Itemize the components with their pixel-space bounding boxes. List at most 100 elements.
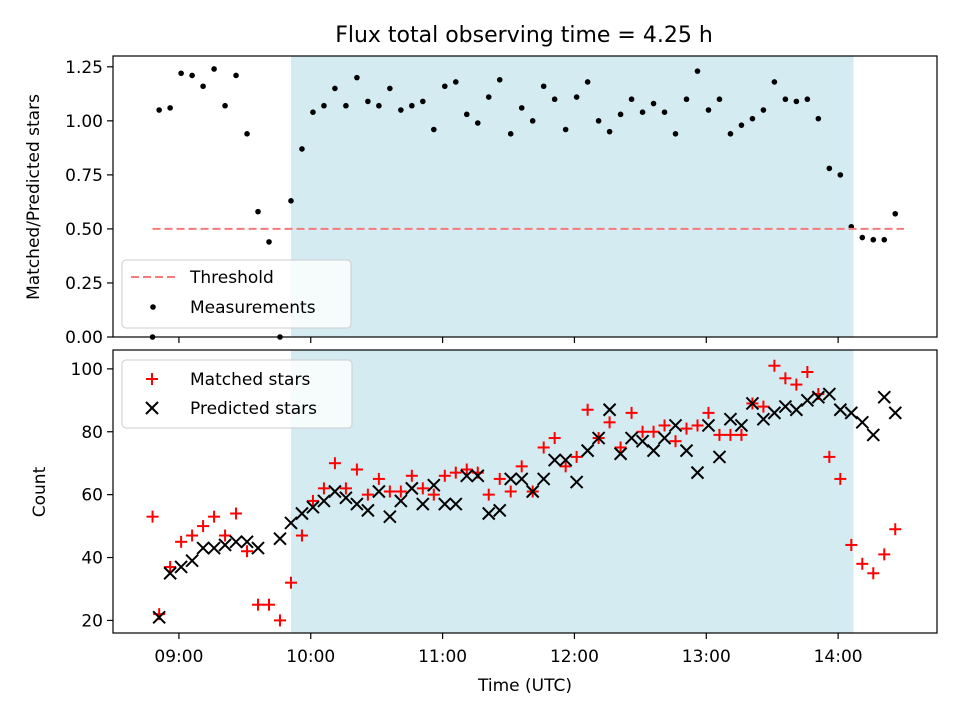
- count-shaded-span: [290, 350, 854, 633]
- measurement-point: [837, 172, 844, 178]
- measurement-point: [826, 165, 833, 172]
- predicted-stars-point: [350, 497, 364, 511]
- matched-stars-point: [724, 428, 737, 441]
- matched-stars-point: [735, 428, 748, 441]
- matched-stars-point: [252, 598, 265, 611]
- matched-stars-point: [636, 425, 649, 438]
- measurement-point: [804, 96, 811, 103]
- matched-stars-point: [339, 482, 352, 495]
- predicted-stars-point: [778, 399, 793, 414]
- predicted-stars-point: [493, 503, 507, 518]
- measurement-point: [387, 85, 393, 92]
- matched-stars-point: [175, 535, 188, 548]
- matched-stars-point: [845, 538, 858, 551]
- predicted-stars-point: [273, 531, 287, 546]
- predicted-stars-point: [712, 450, 727, 464]
- matched-stars-point: [186, 529, 199, 542]
- matched-stars-point: [219, 529, 232, 542]
- measurement-point: [683, 96, 690, 103]
- predicted-stars-point: [295, 506, 309, 521]
- measurement-point: [321, 102, 327, 109]
- matched-stars-point: [306, 494, 319, 507]
- count-y-axis-label: Count: [30, 466, 50, 517]
- predicted-stars-point: [635, 434, 650, 448]
- matched-legend-label: Matched stars: [190, 370, 310, 390]
- measurement-point: [474, 120, 481, 126]
- matched-stars-point: [164, 560, 177, 573]
- matched-stars-point: [768, 359, 781, 372]
- measurement-point: [398, 107, 404, 113]
- predicted-stars-point: [449, 497, 463, 511]
- measurement-point: [431, 126, 437, 133]
- predicted-stars-point: [361, 503, 375, 518]
- ratio-shaded-span: [290, 56, 854, 337]
- predicted-stars-point: [690, 465, 705, 480]
- predicted-stars-point: [339, 491, 353, 505]
- predicted-stars-point: [251, 541, 265, 555]
- matched-legend-swatch: [146, 373, 158, 385]
- predicted-stars-point: [383, 509, 397, 524]
- matched-stars-point: [372, 472, 385, 485]
- count-x-axis-label: Time (UTC): [477, 676, 572, 696]
- measurement-point: [815, 115, 822, 122]
- measurement-point: [376, 102, 382, 109]
- x-tick-label: 10:00: [286, 647, 335, 667]
- measurement-point: [200, 83, 206, 90]
- predicted-stars-point: [514, 472, 529, 486]
- predicted-stars-point: [317, 494, 331, 508]
- predicted-stars-point: [207, 541, 221, 555]
- predicted-stars-point: [745, 396, 760, 411]
- measurement-point: [507, 131, 514, 137]
- matched-stars-point: [273, 614, 286, 627]
- measurements-legend-label: Measurements: [190, 298, 316, 318]
- predicted-stars-point: [416, 497, 430, 511]
- matched-stars-point: [438, 469, 451, 482]
- predicted-stars-point: [591, 431, 606, 445]
- predicted-stars-point: [701, 418, 716, 433]
- measurement-point: [343, 102, 349, 109]
- matched-stars-point: [493, 472, 506, 485]
- matched-stars-point: [867, 567, 880, 580]
- predicted-stars-point: [866, 428, 880, 442]
- matched-stars-point: [680, 422, 693, 435]
- count-panel: 20 40 60 80 100 09:00 10:00 11:00 12:00 13:00 14:0…: [30, 349, 938, 696]
- x-tick-label: 11:00: [418, 647, 467, 667]
- measurement-point: [870, 236, 877, 243]
- measurement-point: [485, 94, 492, 100]
- predicted-stars-point: [174, 560, 188, 574]
- matched-stars-point: [449, 466, 462, 479]
- matched-stars-point: [614, 441, 627, 454]
- measurement-point: [233, 72, 239, 79]
- matched-stars-point: [284, 576, 297, 589]
- predicted-stars-point: [306, 500, 320, 514]
- predicted-stars-point: [624, 431, 639, 445]
- predicted-stars-point: [218, 538, 232, 552]
- matched-stars-point: [241, 545, 254, 558]
- measurement-point: [288, 198, 294, 204]
- matched-stars-point: [790, 378, 803, 391]
- predicted-stars-point: [460, 469, 474, 483]
- matched-stars-point: [537, 441, 550, 454]
- matched-stars-point: [427, 488, 440, 501]
- matched-stars-point: [801, 366, 814, 379]
- matched-stars-point: [834, 472, 847, 485]
- measurement-point: [705, 107, 712, 113]
- measurement-point: [639, 109, 646, 115]
- predicted-stars-point: [723, 412, 738, 426]
- predicted-legend-swatch: [145, 401, 159, 415]
- measurement-point: [771, 79, 778, 85]
- matched-stars-point: [230, 507, 243, 520]
- matched-stars-point: [889, 523, 902, 536]
- measurement-point: [463, 111, 470, 118]
- measurement-point: [606, 128, 613, 135]
- predicted-stars-point: [888, 406, 902, 420]
- measurement-point: [562, 126, 569, 133]
- measurement-point: [540, 83, 547, 90]
- measurement-point: [881, 236, 888, 243]
- matched-stars-point: [702, 406, 715, 419]
- measurement-point: [782, 96, 789, 103]
- measurement-point: [452, 79, 459, 85]
- y-tick-label: 40: [81, 549, 103, 569]
- measurement-point: [595, 118, 602, 124]
